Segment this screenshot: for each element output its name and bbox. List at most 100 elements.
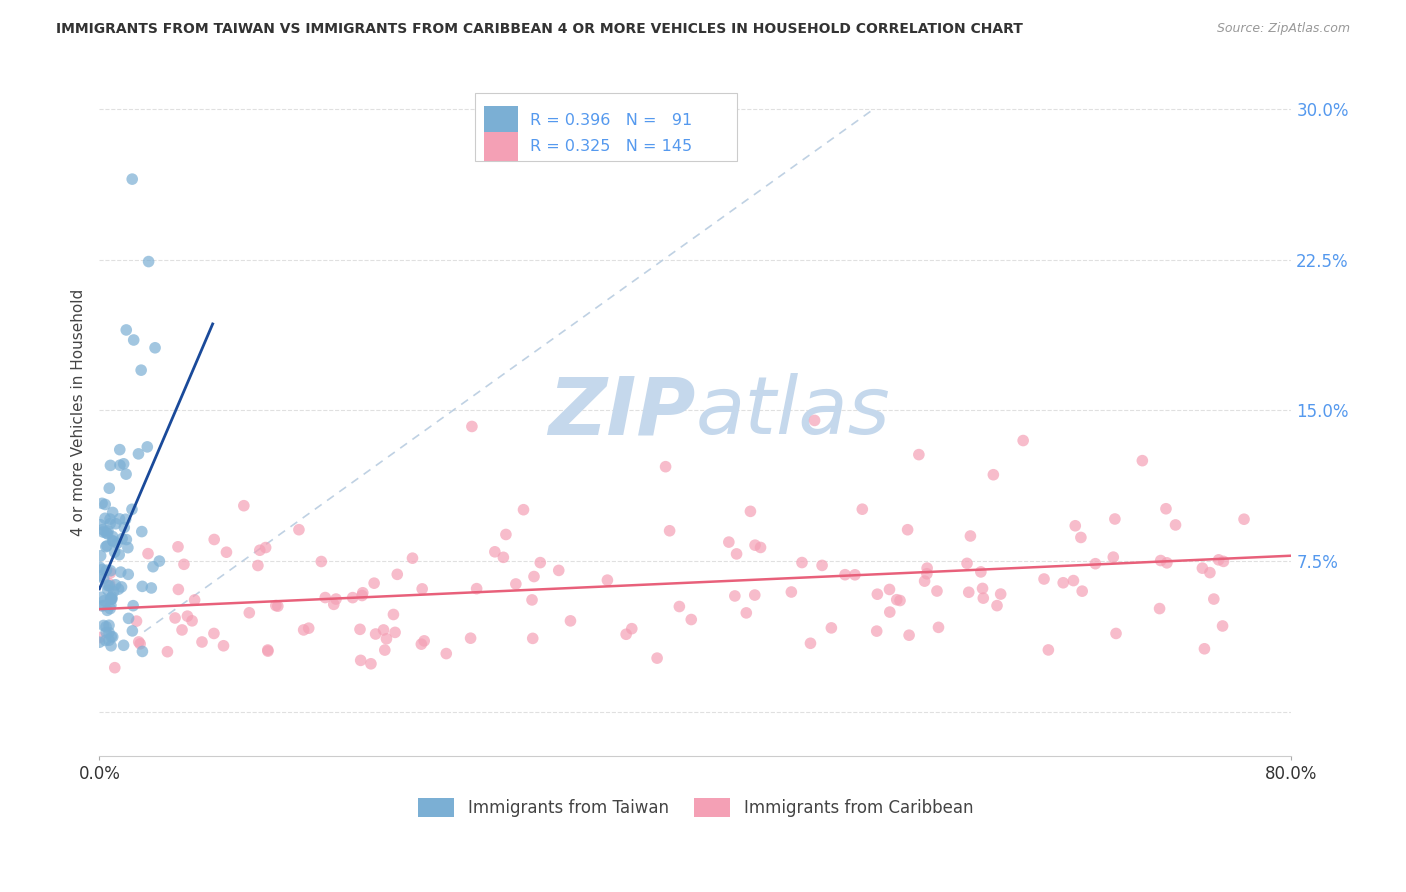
Point [94, 498, 117, 512]
Point [1233, 512, 1256, 526]
Point [98, 512, 121, 526]
Point [1156, 556, 1178, 570]
Point [681, 613, 703, 627]
Point [352, 586, 374, 600]
Point [740, 504, 762, 518]
Point [314, 591, 336, 605]
Point [202, 626, 225, 640]
Point [364, 627, 387, 641]
Point [658, 524, 681, 538]
Text: R = 0.325   N = 145: R = 0.325 N = 145 [530, 139, 692, 153]
Point [350, 653, 373, 667]
Point [520, 593, 543, 607]
Point [1149, 601, 1171, 615]
Point [1104, 512, 1126, 526]
Point [596, 573, 619, 587]
Point [97, 583, 120, 598]
Point [1038, 643, 1060, 657]
Point [93, 593, 115, 607]
Point [908, 448, 931, 462]
Point [744, 588, 766, 602]
Point [866, 624, 889, 639]
Point [374, 643, 396, 657]
Point [212, 639, 235, 653]
Point [104, 578, 127, 592]
Bar [485, 105, 517, 135]
Point [1084, 557, 1107, 571]
Point [492, 550, 515, 565]
Point [117, 611, 139, 625]
Point [803, 413, 825, 427]
Point [1130, 453, 1153, 467]
Point [89, 635, 111, 649]
Point [131, 524, 153, 539]
Point [141, 581, 163, 595]
Point [103, 534, 125, 549]
Point [560, 614, 582, 628]
Bar [485, 132, 517, 161]
Point [181, 614, 204, 628]
Point [780, 585, 803, 599]
Point [98, 601, 121, 615]
Point [125, 614, 148, 628]
Point [401, 551, 423, 566]
Legend: Immigrants from Taiwan, Immigrants from Caribbean: Immigrants from Taiwan, Immigrants from … [411, 791, 980, 823]
Point [173, 558, 195, 572]
Point [325, 592, 347, 607]
Point [986, 599, 1008, 613]
Point [267, 599, 290, 614]
Point [122, 599, 145, 613]
Point [956, 557, 979, 571]
Point [495, 527, 517, 541]
Point [990, 587, 1012, 601]
Point [97, 625, 120, 640]
Point [100, 639, 122, 653]
Text: ZIP: ZIP [548, 374, 696, 451]
Point [387, 567, 409, 582]
Point [620, 622, 643, 636]
Point [1012, 434, 1035, 448]
Point [108, 458, 131, 473]
Point [156, 645, 179, 659]
Point [98, 633, 121, 648]
Point [959, 529, 981, 543]
Point [96, 603, 118, 617]
Point [122, 333, 145, 347]
Point [91, 496, 114, 510]
Point [121, 172, 143, 186]
Point [1070, 531, 1092, 545]
Point [114, 512, 136, 526]
Point [129, 637, 152, 651]
Point [384, 625, 406, 640]
Point [165, 611, 187, 625]
Point [889, 593, 911, 607]
Point [117, 541, 139, 555]
Point [1191, 561, 1213, 575]
Point [914, 574, 936, 588]
Text: atlas: atlas [696, 374, 890, 451]
Point [866, 587, 889, 601]
Point [107, 582, 129, 596]
Point [820, 621, 842, 635]
Point [98, 481, 121, 495]
Point [167, 582, 190, 597]
Point [373, 623, 395, 637]
Point [91, 523, 114, 537]
Point [108, 512, 131, 526]
Point [654, 459, 676, 474]
Point [972, 582, 994, 596]
Point [886, 592, 908, 607]
Point [121, 502, 143, 516]
Point [115, 467, 138, 482]
Text: IMMIGRANTS FROM TAIWAN VS IMMIGRANTS FROM CARIBBEAN 4 OR MORE VEHICLES IN HOUSEH: IMMIGRANTS FROM TAIWAN VS IMMIGRANTS FRO… [56, 22, 1024, 37]
Point [413, 633, 436, 648]
Point [645, 651, 668, 665]
Point [411, 582, 433, 596]
Point [249, 543, 271, 558]
Point [121, 624, 143, 638]
Point [834, 567, 856, 582]
Point [1154, 501, 1177, 516]
Point [93, 599, 115, 613]
Point [915, 566, 938, 581]
Point [96, 539, 118, 553]
